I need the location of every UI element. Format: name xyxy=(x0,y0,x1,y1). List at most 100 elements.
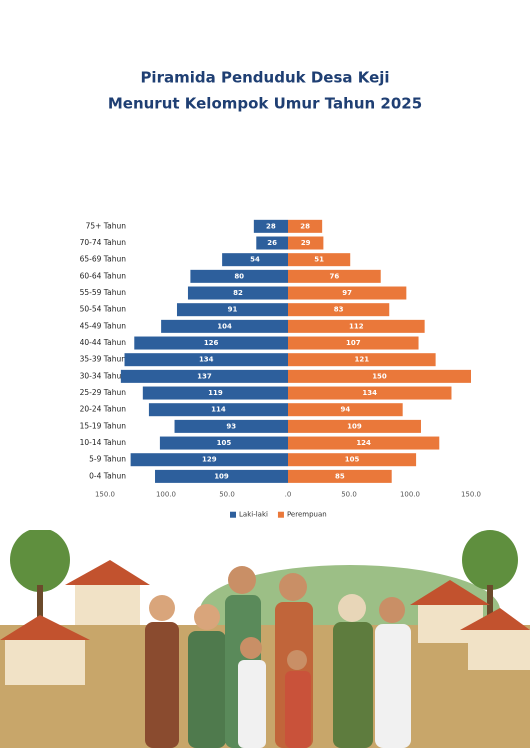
roof xyxy=(0,615,90,640)
value-label: 51 xyxy=(314,256,324,264)
value-label: 114 xyxy=(211,406,226,414)
bar xyxy=(256,236,288,250)
bar xyxy=(174,419,288,433)
bar xyxy=(253,219,288,233)
bar xyxy=(288,319,425,333)
bar xyxy=(288,219,323,233)
bar xyxy=(148,403,288,417)
value-label: 137 xyxy=(197,372,212,380)
bar xyxy=(288,253,351,267)
legend-label: Laki-laki xyxy=(239,511,268,519)
value-label: 97 xyxy=(342,289,352,297)
value-label: 134 xyxy=(362,389,377,397)
y-tick-label: 5-9 Tahun xyxy=(89,455,126,464)
y-tick-label: 70-74 Tahun xyxy=(80,238,127,247)
value-label: 105 xyxy=(345,456,360,464)
value-label: 126 xyxy=(204,339,219,347)
x-tick-label: 50.0 xyxy=(219,491,235,499)
x-tick-label: 150.0 xyxy=(461,491,481,499)
y-tick-label: 45-49 Tahun xyxy=(80,321,127,330)
y-tick-label: 75+ Tahun xyxy=(86,221,127,230)
tree xyxy=(10,530,70,592)
value-label: 76 xyxy=(329,272,339,280)
x-tick-label: .0 xyxy=(285,491,292,499)
value-label: 29 xyxy=(301,239,311,247)
chart: Piramida Penduduk Desa Keji Menurut Kelo… xyxy=(80,69,481,519)
bar xyxy=(187,286,288,300)
y-tick-label: 50-54 Tahun xyxy=(80,305,127,314)
value-label: 83 xyxy=(334,306,344,314)
bar xyxy=(155,469,288,483)
legend-label: Perempuan xyxy=(287,511,327,519)
chart-title: Piramida Penduduk Desa Keji xyxy=(140,69,389,87)
value-label: 93 xyxy=(226,422,236,430)
y-tick-label: 15-19 Tahun xyxy=(80,421,127,430)
roof xyxy=(65,560,150,585)
value-label: 107 xyxy=(346,339,361,347)
house xyxy=(468,630,530,670)
x-tick-label: 100.0 xyxy=(156,491,176,499)
value-label: 80 xyxy=(234,272,244,280)
bar xyxy=(288,303,390,317)
bar xyxy=(120,369,288,383)
bar xyxy=(288,336,419,350)
illustration xyxy=(0,530,530,748)
value-label: 94 xyxy=(340,406,350,414)
house xyxy=(5,640,85,685)
value-label: 104 xyxy=(217,322,232,330)
roof xyxy=(410,580,490,605)
bar xyxy=(288,403,403,417)
value-label: 121 xyxy=(354,356,369,364)
value-label: 150 xyxy=(372,372,387,380)
bar xyxy=(288,353,436,367)
value-label: 112 xyxy=(349,322,364,330)
y-tick-label: 35-39 Tahun xyxy=(80,355,127,364)
bar xyxy=(134,336,288,350)
value-label: 105 xyxy=(217,439,232,447)
bar xyxy=(190,269,288,283)
legend-swatch xyxy=(277,511,284,518)
x-tick-label: 100.0 xyxy=(400,491,420,499)
value-label: 28 xyxy=(266,222,276,230)
y-tick-label: 60-64 Tahun xyxy=(80,271,127,280)
value-label: 109 xyxy=(214,472,229,480)
bar xyxy=(288,386,452,400)
tree-trunk xyxy=(37,585,43,635)
bar xyxy=(288,236,324,250)
y-tick-label: 40-44 Tahun xyxy=(80,338,127,347)
bar xyxy=(288,453,417,467)
value-label: 134 xyxy=(199,356,214,364)
bar xyxy=(159,436,288,450)
bar xyxy=(288,269,381,283)
tree xyxy=(462,530,518,590)
bar xyxy=(288,469,392,483)
bar xyxy=(288,369,471,383)
legend-swatch xyxy=(230,511,236,518)
x-tick-label: 50.0 xyxy=(341,491,357,499)
y-tick-label: 25-29 Tahun xyxy=(80,388,127,397)
value-label: 54 xyxy=(250,256,260,264)
value-label: 124 xyxy=(356,439,371,447)
bar xyxy=(142,386,288,400)
bar xyxy=(124,353,289,367)
house xyxy=(75,585,140,625)
value-label: 26 xyxy=(267,239,277,247)
y-tick-label: 10-14 Tahun xyxy=(80,438,127,447)
bar xyxy=(130,453,288,467)
bar xyxy=(288,419,421,433)
value-label: 129 xyxy=(202,456,217,464)
x-tick-label: 150.0 xyxy=(95,491,115,499)
value-label: 82 xyxy=(233,289,243,297)
roof xyxy=(460,608,530,630)
y-tick-label: 55-59 Tahun xyxy=(80,288,127,297)
value-label: 28 xyxy=(300,222,310,230)
y-tick-label: 30-34 Tahun xyxy=(80,371,127,380)
y-tick-label: 0-4 Tahun xyxy=(89,471,126,480)
bar xyxy=(288,286,407,300)
chart-subtitle: Menurut Kelompok Umur Tahun 2025 xyxy=(108,95,422,113)
tree-trunk xyxy=(487,585,493,635)
bar xyxy=(222,253,288,267)
y-tick-label: 65-69 Tahun xyxy=(80,255,127,264)
value-label: 119 xyxy=(208,389,223,397)
